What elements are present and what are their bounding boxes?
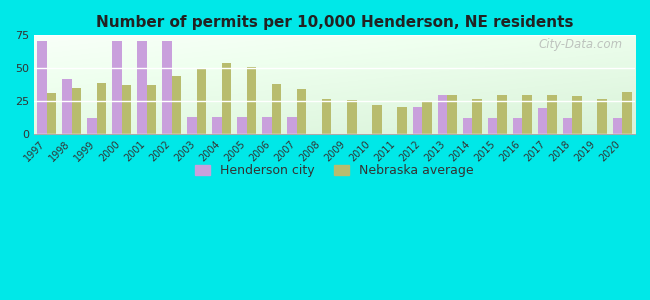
Bar bbox=[347, 100, 357, 134]
Bar bbox=[437, 95, 447, 134]
Bar bbox=[623, 92, 632, 134]
Bar bbox=[97, 83, 106, 134]
Bar bbox=[197, 68, 206, 134]
Bar bbox=[237, 117, 247, 134]
Bar bbox=[247, 67, 256, 134]
Bar bbox=[62, 79, 72, 134]
Bar bbox=[372, 105, 382, 134]
Bar bbox=[87, 118, 97, 134]
Bar bbox=[613, 118, 623, 134]
Bar bbox=[147, 85, 156, 134]
Bar bbox=[187, 117, 197, 134]
Bar bbox=[523, 95, 532, 134]
Bar bbox=[497, 95, 507, 134]
Bar bbox=[538, 108, 547, 134]
Bar bbox=[513, 118, 523, 134]
Bar bbox=[272, 84, 281, 134]
Bar bbox=[137, 40, 147, 134]
Bar bbox=[422, 101, 432, 134]
Bar bbox=[47, 93, 56, 134]
Bar bbox=[37, 40, 47, 134]
Bar bbox=[473, 99, 482, 134]
Bar bbox=[397, 106, 407, 134]
Bar bbox=[488, 118, 497, 134]
Bar bbox=[413, 106, 422, 134]
Bar bbox=[597, 99, 607, 134]
Bar bbox=[297, 89, 306, 134]
Title: Number of permits per 10,000 Henderson, NE residents: Number of permits per 10,000 Henderson, … bbox=[96, 15, 573, 30]
Bar bbox=[322, 99, 332, 134]
Bar bbox=[112, 40, 122, 134]
Bar bbox=[287, 117, 297, 134]
Bar bbox=[263, 117, 272, 134]
Bar bbox=[213, 117, 222, 134]
Legend: Henderson city, Nebraska average: Henderson city, Nebraska average bbox=[190, 159, 478, 182]
Bar bbox=[563, 118, 573, 134]
Bar bbox=[162, 40, 172, 134]
Bar bbox=[573, 96, 582, 134]
Text: City-Data.com: City-Data.com bbox=[539, 38, 623, 51]
Bar bbox=[72, 88, 81, 134]
Bar bbox=[447, 95, 457, 134]
Bar bbox=[222, 63, 231, 134]
Bar bbox=[463, 118, 473, 134]
Bar bbox=[122, 85, 131, 134]
Bar bbox=[172, 76, 181, 134]
Bar bbox=[547, 95, 557, 134]
